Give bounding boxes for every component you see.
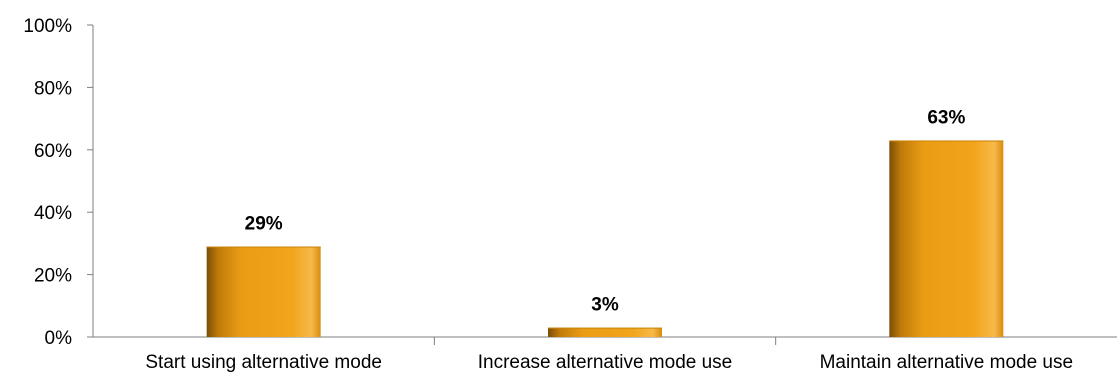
bar [889,140,1004,337]
y-tick-label: 40% [34,203,72,224]
labels-group: 29% Start using alternative mode 3% Increas… [145,107,1073,373]
bars-group [206,140,1004,337]
data-label: 29% [245,214,283,235]
bar [548,327,662,337]
x-axis [93,336,1117,345]
y-tick-label: 80% [34,78,72,99]
y-axis: 0% 20% 40% 60% 80% 100% [23,16,94,349]
data-label: 3% [591,295,619,316]
bar [206,246,321,337]
x-tick-label: Start using alternative mode [145,352,382,373]
y-tick-label: 0% [45,328,73,349]
y-tick-label: 100% [23,16,72,37]
x-tick-label: Maintain alternative mode use [820,352,1073,373]
y-tick-label: 20% [34,266,72,287]
y-tick-label: 60% [34,141,72,162]
x-tick-label: Increase alternative mode use [478,352,733,373]
data-label: 63% [927,107,965,128]
